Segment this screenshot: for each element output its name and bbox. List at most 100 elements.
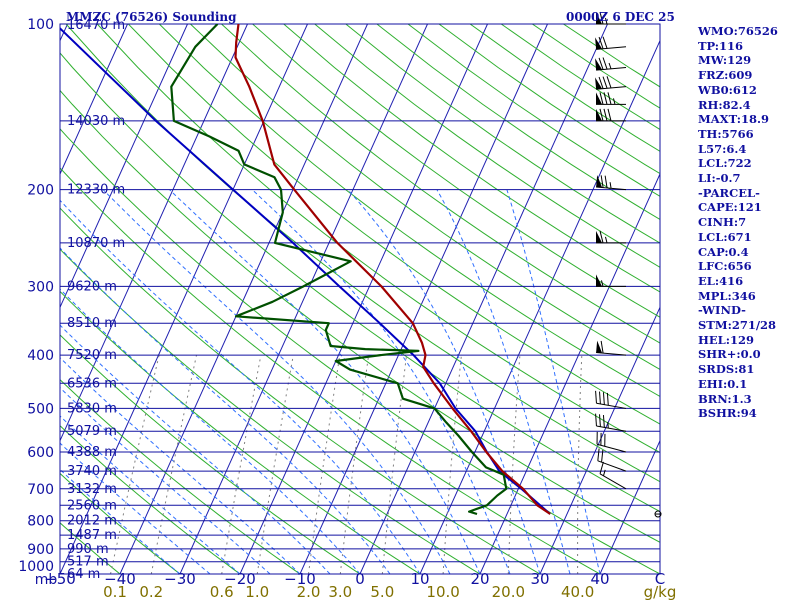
height-label: 9620 m xyxy=(67,279,117,294)
isotherm-line xyxy=(239,24,488,574)
height-label: 16470 m xyxy=(67,18,125,33)
wind-barb xyxy=(596,340,627,356)
mixing-ratio-label: 40.0 xyxy=(561,583,594,600)
dewpoint-trace xyxy=(170,24,508,516)
isobars xyxy=(59,23,661,575)
isotherm-line xyxy=(0,24,8,574)
stat-item: BRN:1.3 xyxy=(698,391,752,406)
temperature-trace xyxy=(234,24,551,515)
wind-barb xyxy=(597,448,627,472)
sounding-profiles xyxy=(60,24,551,516)
mixing-ratio-label: 1.0 xyxy=(245,583,269,600)
isotherm-line xyxy=(60,24,248,442)
mixing-ratio-line xyxy=(256,355,294,574)
mixing-ratio-unit: g/kg xyxy=(644,583,677,600)
moist-adiabat xyxy=(60,288,361,574)
stat-item: LCL:722 xyxy=(698,156,752,171)
wind-barb xyxy=(596,92,626,105)
pressure-tick-label: 1000 xyxy=(18,559,54,575)
isotherm-line xyxy=(539,306,660,574)
height-label: 2560 m xyxy=(67,498,117,513)
height-label: 12330 m xyxy=(67,183,125,198)
wind-barb xyxy=(596,11,626,25)
mixing-ratio-label: 3.0 xyxy=(328,583,352,600)
stat-item: TP:116 xyxy=(698,38,744,53)
stat-item: FRZ:609 xyxy=(698,68,753,83)
mixing-ratio-label: 10.0 xyxy=(426,583,459,600)
stat-item: LI:-0.7 xyxy=(698,171,741,186)
stat-item: WMO:76526 xyxy=(698,24,778,38)
temperature-tick-label: −30 xyxy=(164,570,196,588)
temperature-tick-label: 40 xyxy=(590,570,609,588)
wind-barb xyxy=(596,230,626,244)
stat-item: EHI:0.1 xyxy=(698,376,748,391)
stat-item: L57:6.4 xyxy=(698,141,747,156)
dry-adiabat xyxy=(60,52,660,513)
wind-barb xyxy=(595,57,627,71)
temperature-tick-label: −50 xyxy=(44,570,76,588)
temperature-unit-label: C xyxy=(655,570,665,588)
stat-item: MAXT:18.9 xyxy=(698,112,769,127)
parcel-trace xyxy=(60,26,551,515)
height-label: 1487 m xyxy=(67,528,117,543)
mixing-ratio-line xyxy=(381,355,408,574)
wind-barb xyxy=(596,274,626,287)
wind-barb xyxy=(595,413,627,432)
background-lines xyxy=(0,24,660,574)
moist-adiabat xyxy=(60,247,391,574)
stat-item: MPL:346 xyxy=(698,288,756,303)
moist-adiabat xyxy=(251,189,511,574)
height-label: 990 m xyxy=(67,542,109,557)
isotherm-line xyxy=(299,24,548,574)
isotherm-line xyxy=(60,24,128,176)
mixing-ratio-label: 0.6 xyxy=(210,583,234,600)
stat-item: HEL:129 xyxy=(698,332,754,347)
isotherm-line xyxy=(359,24,608,574)
stat-item: BSHR:94 xyxy=(698,406,757,421)
wind-barb xyxy=(595,76,627,90)
plot-frame xyxy=(59,23,661,575)
moist-adiabat xyxy=(169,189,481,574)
pressure-tick-label: 600 xyxy=(27,445,54,461)
pressure-tick-label: 800 xyxy=(27,514,54,530)
stat-item: CAPE:121 xyxy=(698,200,762,215)
stat-item: EL:416 xyxy=(698,273,744,288)
wind-barb xyxy=(596,431,627,453)
dry-adiabat xyxy=(60,334,361,574)
pressure-tick-label: 900 xyxy=(27,542,54,558)
stat-item: CAP:0.4 xyxy=(698,244,749,259)
height-label: 7520 m xyxy=(67,348,117,363)
pressure-tick-label: 400 xyxy=(27,348,54,364)
stat-item: LCL:671 xyxy=(698,229,752,244)
height-label: 64 m xyxy=(67,567,100,582)
isotherm-line xyxy=(479,172,660,574)
pressure-unit-label: mb xyxy=(35,572,58,588)
stat-item: SHR+:0.0 xyxy=(698,347,761,362)
dry-adiabat xyxy=(96,24,660,454)
stat-item: CINH:7 xyxy=(698,215,747,230)
temperature-tick-label: 30 xyxy=(530,570,549,588)
wind-barb xyxy=(599,461,627,490)
stat-item: LFC:656 xyxy=(698,259,752,274)
mixing-ratio-label: 5.0 xyxy=(370,583,394,600)
isotherm-line xyxy=(60,24,308,574)
mixing-ratio-line xyxy=(150,354,197,574)
wind-barb xyxy=(595,390,627,409)
height-label: 3132 m xyxy=(67,482,117,497)
height-label: 6536 m xyxy=(67,376,117,391)
mixing-ratio-label: 2.0 xyxy=(297,583,321,600)
stat-item: WB0:612 xyxy=(698,82,757,97)
temperature-tick-label: −10 xyxy=(284,570,316,588)
mixing-ratio-line xyxy=(577,355,583,574)
stat-item: MW:129 xyxy=(698,53,752,68)
moist-adiabat xyxy=(60,324,331,574)
mixing-ratio-line xyxy=(339,355,370,574)
mixing-ratio-line xyxy=(507,355,521,574)
stat-item: SRDS:81 xyxy=(698,362,755,377)
height-label: 3740 m xyxy=(67,464,117,479)
temperature-tick-label: −20 xyxy=(224,570,256,588)
stat-item: -WIND- xyxy=(698,303,746,318)
mixing-ratio-label: 0.2 xyxy=(139,583,163,600)
height-label: 517 m xyxy=(67,555,109,570)
height-label: 2012 m xyxy=(67,514,117,529)
